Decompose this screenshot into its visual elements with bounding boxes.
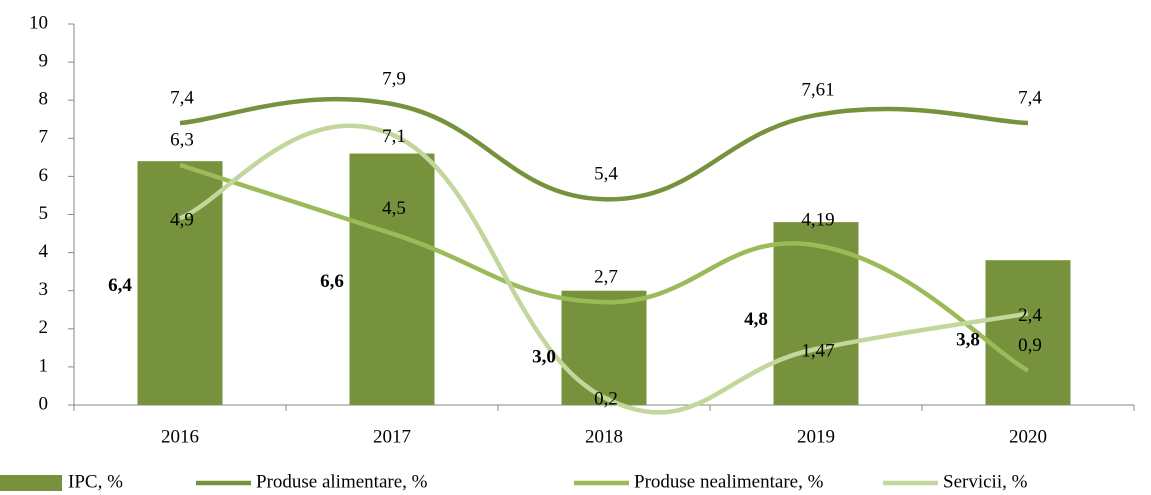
data-label: 7,1	[382, 126, 406, 147]
data-label: 7,61	[801, 79, 834, 100]
data-label: 5,4	[594, 164, 618, 185]
y-tick-label: 2	[39, 317, 49, 338]
data-label: 0,2	[594, 389, 618, 410]
data-label: 6,4	[108, 275, 132, 296]
bar	[773, 222, 859, 405]
y-tick-label: 6	[39, 165, 49, 186]
data-label: 1,47	[801, 340, 834, 361]
legend-label: Produse alimentare, %	[256, 471, 428, 492]
data-label: 4,9	[170, 210, 194, 231]
y-tick-label: 8	[39, 89, 49, 110]
y-tick-label: 7	[39, 127, 49, 148]
data-label: 7,9	[382, 68, 406, 89]
data-label: 2,4	[1018, 305, 1042, 326]
data-label: 6,6	[320, 271, 344, 292]
line	[179, 123, 1029, 415]
data-label: 0,9	[1018, 335, 1042, 356]
x-tick-label: 2016	[161, 426, 199, 447]
x-tick-label: 2018	[585, 426, 623, 447]
line	[179, 96, 1029, 202]
data-label: 4,8	[744, 309, 768, 330]
y-tick-label: 1	[39, 355, 49, 376]
data-label: 2,7	[594, 266, 618, 287]
x-tick-label: 2019	[797, 426, 835, 447]
data-label: 4,19	[801, 210, 834, 231]
y-tick-label: 0	[39, 393, 49, 414]
data-label: 4,5	[382, 198, 406, 219]
legend-label: Produse nealimentare, %	[634, 471, 824, 492]
x-tick-label: 2020	[1009, 426, 1047, 447]
y-tick-label: 4	[39, 241, 49, 262]
legend-label: Servicii, %	[943, 471, 1028, 492]
data-label: 3,8	[956, 330, 980, 351]
legend-label: IPC, %	[68, 471, 123, 492]
x-tick-label: 2017	[373, 426, 411, 447]
data-label: 6,3	[170, 129, 194, 150]
y-tick-label: 10	[29, 12, 48, 33]
data-label: 3,0	[532, 346, 556, 367]
data-label: 7,4	[1018, 87, 1042, 108]
y-tick-label: 9	[39, 50, 49, 71]
bar	[561, 290, 647, 405]
bar	[985, 260, 1071, 405]
data-label: 7,4	[170, 87, 194, 108]
legend-swatch	[0, 475, 62, 491]
y-tick-label: 5	[39, 203, 49, 224]
line	[179, 162, 1030, 373]
y-tick-label: 3	[39, 279, 49, 300]
bar	[349, 153, 435, 405]
